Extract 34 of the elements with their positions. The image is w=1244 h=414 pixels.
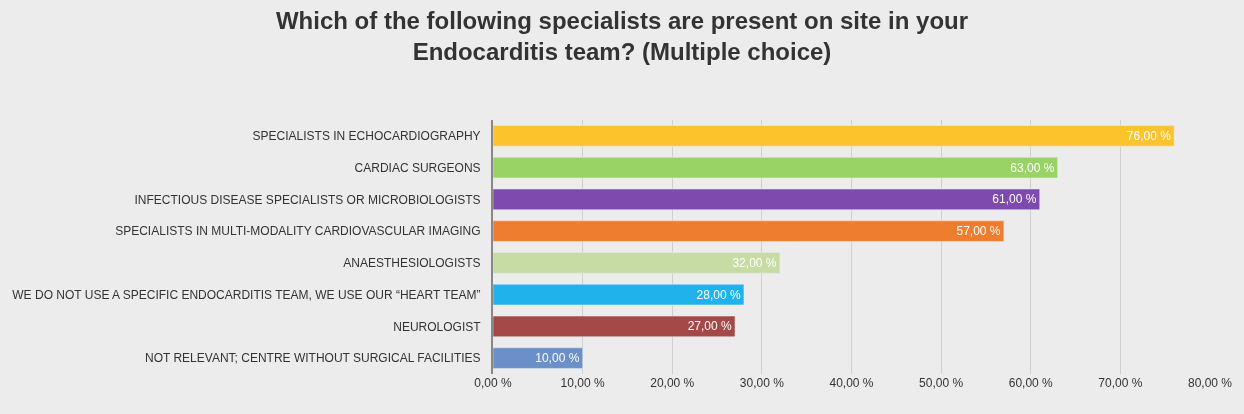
x-tick-label: 20,00 % (650, 376, 695, 390)
data-label: 57,00 % (956, 224, 1001, 239)
bar (493, 284, 745, 306)
data-label: 61,00 % (992, 192, 1037, 207)
x-tick-label: 50,00 % (919, 376, 964, 390)
bar (493, 188, 1040, 210)
data-label: 27,00 % (687, 319, 732, 334)
bar (493, 220, 1005, 242)
bar (493, 315, 736, 337)
x-tick-label: 30,00 % (739, 376, 785, 390)
chart-title: Which of the following specialists are present on site in your Endocarditis team? (Multiple choice) (275, 6, 969, 66)
x-tick-label: 0,00 % (474, 376, 513, 390)
x-tick-label: 80,00 % (1187, 376, 1233, 390)
data-label: 63,00 % (1010, 160, 1055, 175)
data-label: 32,00 % (732, 255, 777, 270)
y-tick-label: NOT RELEVANT; CENTRE WITHOUT SURGICAL FACILITIES (144, 351, 481, 366)
bar (493, 157, 1058, 179)
x-tick-label: 10,00 % (560, 376, 605, 390)
y-tick-label: CARDIAC SURGEONS (354, 160, 481, 175)
y-tick-label: INFECTIOUS DISEASE SPECIALISTS OR MICROBIOLOGISTS (134, 192, 481, 207)
bar (493, 252, 781, 274)
y-tick-label: ANAESTHESIOLOGISTS (343, 256, 481, 271)
bar (493, 347, 583, 369)
data-label: 28,00 % (696, 287, 741, 302)
x-tick-label: 40,00 % (829, 376, 874, 390)
y-tick-label: NEUROLOGIST (393, 319, 482, 334)
x-tick-label: 70,00 % (1098, 376, 1143, 390)
y-tick-label: SPECIALISTS IN MULTI-MODALITY CARDIOVASCULAR IMAGING (115, 224, 481, 239)
data-label: 76,00 % (1126, 128, 1172, 143)
x-tick-label: 60,00 % (1008, 376, 1054, 390)
bar (493, 125, 1175, 147)
data-label: 10,00 % (535, 351, 580, 366)
y-tick-label: SPECIALISTS IN ECHOCARDIOGRAPHY (252, 129, 481, 144)
y-tick-label: WE DO NOT USE A SPECIFIC ENDOCARDITIS TEAM, WE USE OUR “HEART TEAM” (12, 287, 481, 302)
